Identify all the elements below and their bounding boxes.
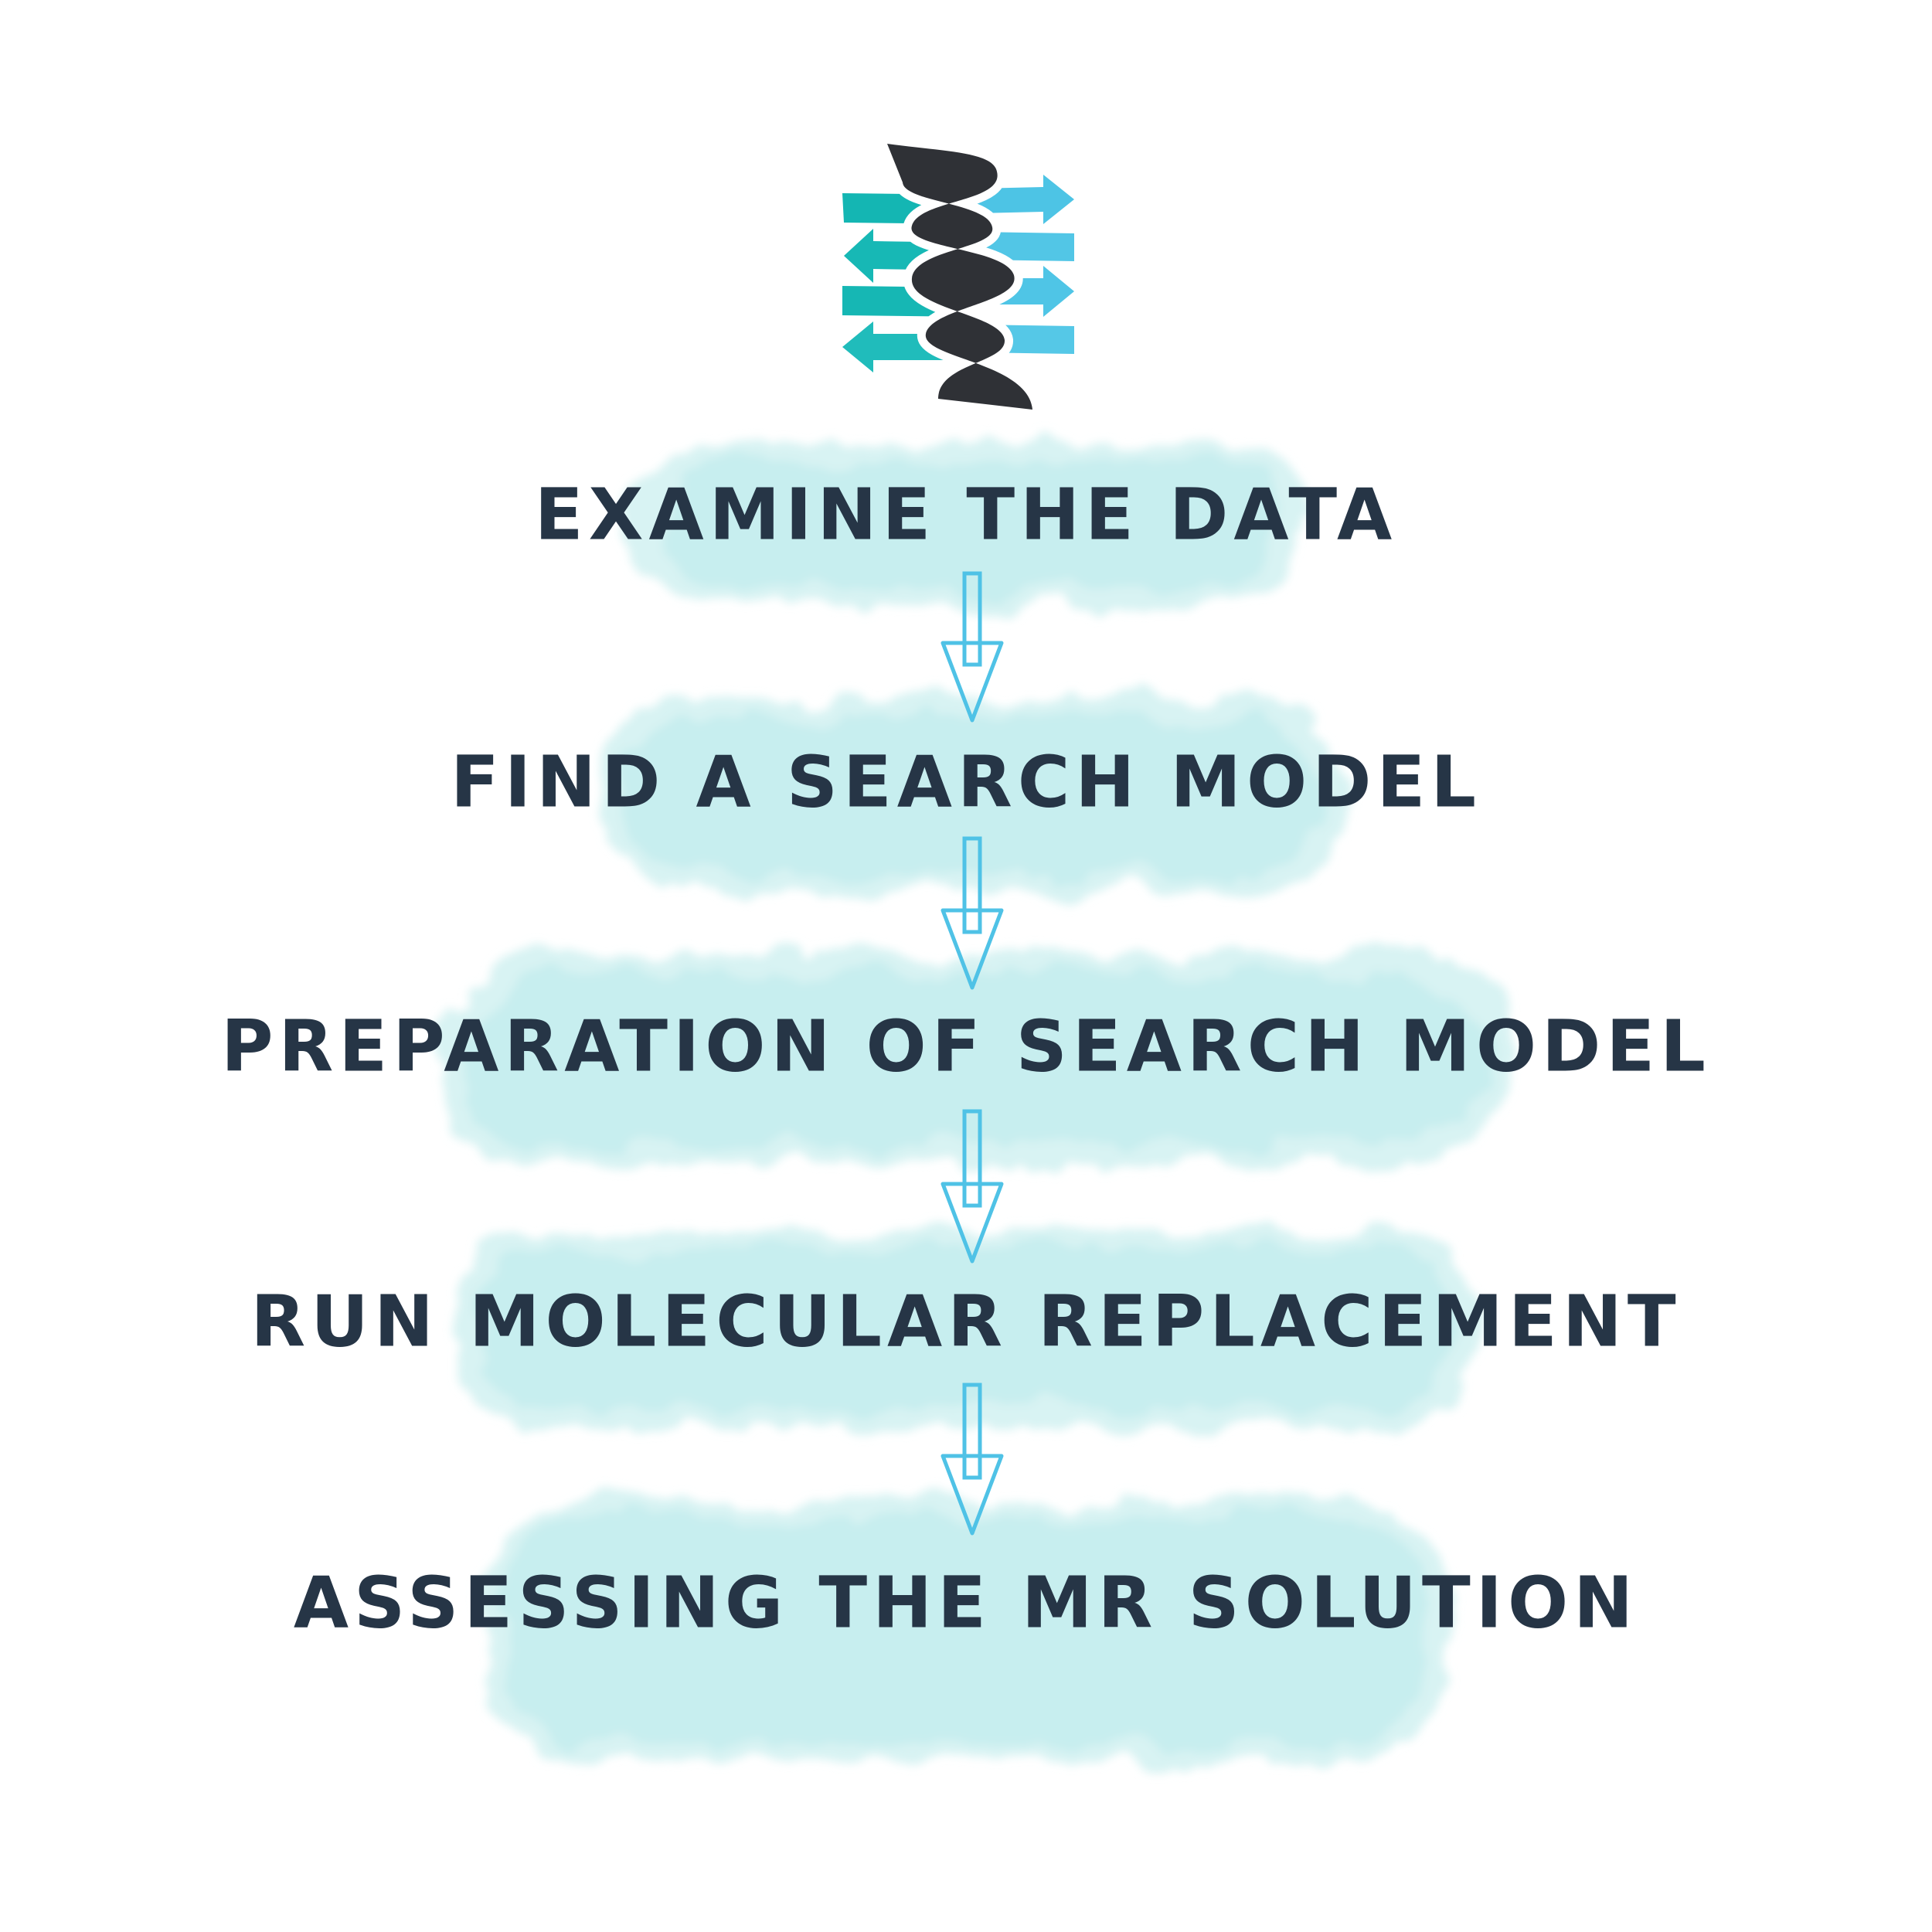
cloud-background-3 <box>440 954 1507 1163</box>
cloud-background-5 <box>479 1499 1453 1762</box>
step-label-layer: EXAMINE THE DATA FIND A SEARCH MODEL PRE… <box>221 473 1711 1644</box>
cloud-background-2 <box>599 699 1341 893</box>
step-label-examine-data: EXAMINE THE DATA <box>535 473 1398 556</box>
down-arrow-outline-icon <box>940 836 1004 990</box>
cloud-background-4 <box>456 1233 1476 1426</box>
cloud-layer <box>440 444 1507 1762</box>
step-label-run-molecular-replacement: RUN MOLECULAR REPLACEMENT <box>250 1280 1681 1362</box>
step-label-assessing-mr-solution: ASSESSING THE MR SOLUTION <box>294 1561 1638 1644</box>
down-arrow-outline-icon <box>940 1383 1004 1536</box>
down-arrow-outline-icon <box>940 571 1004 723</box>
step-label-find-search-model: FIND A SEARCH MODEL <box>451 740 1481 823</box>
logo-strand-blue-1 <box>975 175 1074 224</box>
protein-helix-sheet-logo-icon <box>842 135 1074 418</box>
down-arrow-outline-icon <box>940 1109 1004 1264</box>
cloud-background-1 <box>634 444 1298 607</box>
arrow-layer <box>940 571 1004 1536</box>
step-label-preparation-search-model: PREPARATION OF SEARCH MODEL <box>221 1005 1711 1087</box>
logo-helix-ribbon <box>879 135 1041 418</box>
